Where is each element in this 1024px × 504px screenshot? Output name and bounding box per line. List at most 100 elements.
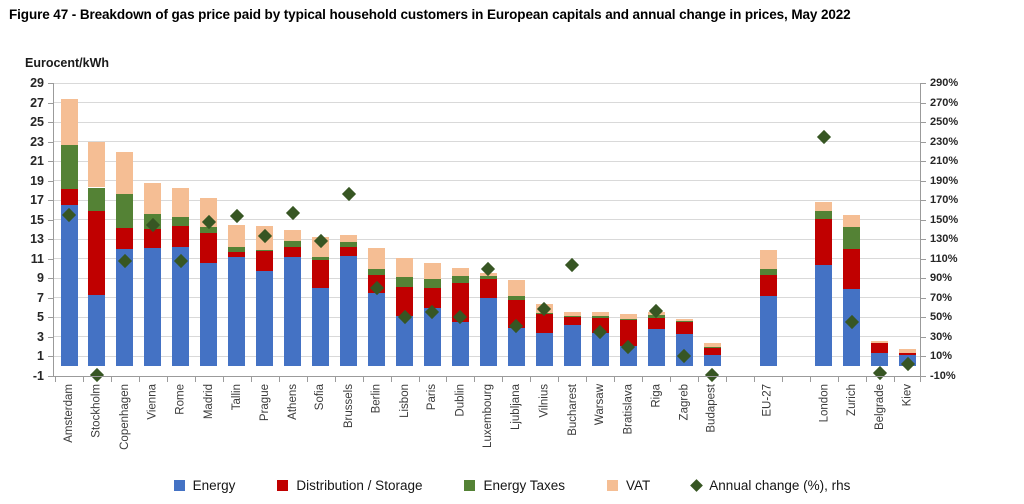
annual-change-marker [285,205,300,220]
bar-segment-distribution-storage [479,279,497,298]
bar-segment-vat [591,311,609,317]
legend-label-annual-change: Annual change (%), rhs [709,478,851,493]
bar-segment-energy-taxes [675,321,693,323]
bar-segment-energy [591,333,609,367]
bar-segment-energy [172,247,190,367]
x-axis-tick [306,377,308,382]
bar-segment-vat [172,187,190,217]
x-axis-tick [530,377,532,382]
bar-segment-distribution-storage [871,342,889,353]
bar-segment-vat [368,248,386,269]
bar-segment-vat [563,311,581,317]
bar-segment-energy [479,297,497,367]
legend-item-energy-taxes: Energy Taxes [464,478,565,493]
bar-segment-distribution-storage [843,249,861,290]
bar-segment-energy [60,205,78,367]
bar-segment-energy-taxes [228,247,246,252]
bar-segment-vat [396,257,414,278]
bar-segment-energy-taxes [619,319,637,321]
bar-segment-distribution-storage [535,314,553,334]
bar-segment-energy-taxes [423,279,441,289]
bar-segment-distribution-storage [396,287,414,317]
right-axis-tick-label: 290% [930,77,959,89]
right-axis-tick [920,297,926,299]
x-axis-tick [809,377,811,382]
bar-segment-distribution-storage [144,228,162,249]
right-axis-tick-label: 210% [930,155,959,168]
bar-segment-vat [88,141,106,188]
bar-segment-distribution-storage [284,247,302,257]
bar-segment-vat [703,342,721,347]
bar-segment-energy-taxes [88,187,106,211]
bar-segment-vat [423,262,441,280]
bar-segment-energy-taxes [479,276,497,280]
gridline [53,102,920,104]
right-axis-tick-label: -10% [930,370,956,382]
bar-segment-vat [619,314,637,320]
right-axis-tick-label: 30% [930,330,953,343]
right-axis-tick-label: 230% [930,135,959,148]
x-axis-label: Amsterdam [63,384,75,443]
legend-label-vat: VAT [626,478,651,493]
x-axis-tick [334,377,336,382]
bar-segment-energy [507,328,525,367]
x-axis-tick [55,377,57,382]
bar-segment-energy [451,322,469,367]
left-axis-tick-label: -1 [32,369,44,383]
bar-segment-energy [759,295,777,367]
x-axis-label: Vienna [146,384,159,420]
right-axis-tick [920,336,926,338]
bar-segment-distribution-storage [619,320,637,346]
left-axis-tick [48,102,53,104]
gridline [53,180,920,182]
right-axis-tick [920,376,926,377]
x-axis-tick [166,377,168,382]
bar-segment-energy-taxes [368,268,386,276]
x-axis-label: Rome [174,384,187,415]
x-axis-label: Bratislava [622,384,635,435]
bar-segment-energy-taxes [843,226,861,250]
x-axis-tick [418,377,420,382]
chart-legend: Energy Distribution / Storage Energy Tax… [0,478,1024,493]
x-axis-label: Riga [650,384,663,408]
bar-segment-distribution-storage [340,247,358,256]
x-axis-label: Zagreb [678,384,691,421]
x-axis-line [53,376,921,377]
figure-title: Figure 47 - Breakdown of gas price paid … [9,7,851,22]
x-axis-tick [278,377,280,382]
right-axis-tick [920,317,926,319]
left-axis-tick-label: 27 [30,95,44,110]
x-axis-label: Dublin [454,384,467,417]
bar-segment-energy [396,316,414,367]
x-axis-tick [558,377,560,382]
bar-segment-vat [60,98,78,145]
left-axis-tick [48,258,53,260]
bar-segment-distribution-storage [116,227,134,250]
left-axis-tick-label: 15 [30,212,44,227]
right-axis-line [920,83,921,376]
legend-swatch-energy [173,480,185,491]
bar-segment-vat [815,202,833,211]
left-axis-tick-label: 23 [30,134,44,149]
bar-segment-energy-taxes [396,277,414,288]
left-axis-tick-label: 25 [30,115,44,130]
right-axis-tick-label: 130% [930,233,959,246]
bar-segment-energy [340,255,358,367]
left-axis-tick-label: 13 [30,232,44,247]
right-axis-tick [920,258,926,260]
bar-segment-vat [899,348,917,353]
bar-segment-energy-taxes [759,268,777,276]
right-axis-tick-label: 190% [930,174,959,187]
right-axis-tick-label: 70% [930,291,953,304]
bar-segment-energy-taxes [703,346,721,348]
left-axis-tick-label: 5 [37,310,44,325]
x-axis-label: London [817,384,830,423]
bar-segment-vat [871,340,889,343]
x-axis-label: Warsaw [594,384,607,426]
annual-change-marker [565,257,580,272]
right-axis-tick-label: 170% [930,194,959,207]
bar-segment-distribution-storage [815,218,833,265]
x-axis-tick [754,377,756,382]
x-axis-tick [82,377,84,382]
bar-segment-distribution-storage [703,347,721,355]
